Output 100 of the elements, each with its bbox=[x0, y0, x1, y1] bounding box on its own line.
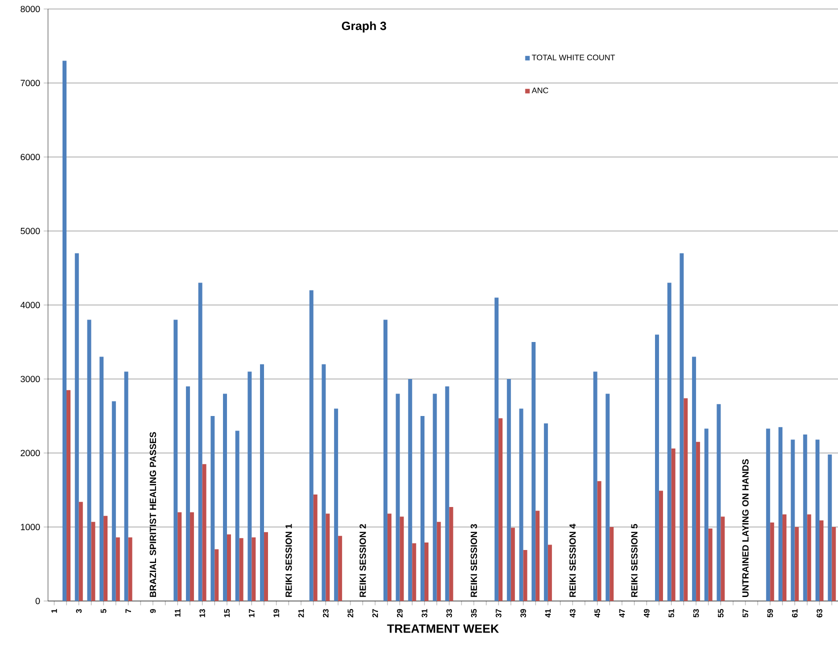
bar bbox=[510, 528, 515, 601]
bar bbox=[66, 390, 71, 601]
x-axis-title: TREATMENT WEEK bbox=[387, 624, 499, 633]
bar bbox=[116, 537, 120, 601]
bar bbox=[334, 408, 338, 601]
bar bbox=[313, 494, 318, 601]
bar bbox=[494, 298, 499, 601]
bar bbox=[696, 442, 700, 601]
bar bbox=[606, 394, 610, 601]
bar bbox=[78, 502, 83, 601]
bar bbox=[420, 416, 424, 601]
y-tick-label: 7000 bbox=[20, 80, 40, 86]
bar bbox=[815, 440, 820, 601]
bar bbox=[708, 528, 712, 601]
bar bbox=[186, 386, 190, 601]
bar bbox=[432, 394, 437, 601]
bar bbox=[803, 434, 808, 601]
bar bbox=[704, 428, 708, 601]
bar bbox=[190, 512, 194, 601]
bar bbox=[198, 282, 202, 601]
y-tick-label: 4000 bbox=[20, 302, 40, 308]
bar bbox=[128, 537, 132, 601]
bar bbox=[239, 538, 244, 601]
bar bbox=[716, 404, 721, 601]
bar bbox=[222, 394, 227, 601]
bar bbox=[828, 454, 832, 601]
bar bbox=[519, 408, 524, 601]
bar bbox=[112, 401, 116, 601]
bar bbox=[309, 290, 314, 601]
bar bbox=[436, 522, 441, 601]
annotation: REIKI SESSION 1 bbox=[286, 524, 292, 597]
y-tick-label: 5000 bbox=[20, 228, 40, 234]
bar bbox=[338, 536, 342, 601]
bar bbox=[794, 527, 799, 601]
bar bbox=[202, 464, 206, 601]
bar bbox=[536, 510, 540, 601]
bar bbox=[412, 543, 416, 601]
bar bbox=[104, 516, 108, 601]
bar bbox=[667, 282, 672, 601]
bar bbox=[445, 386, 450, 601]
bar bbox=[100, 356, 104, 601]
y-tick-label: 1000 bbox=[20, 524, 40, 530]
bar bbox=[91, 522, 96, 601]
bar bbox=[260, 364, 264, 601]
annotation: UNTRAINED LAYING ON HANDS bbox=[742, 459, 749, 597]
bar bbox=[449, 507, 454, 601]
y-tick-label: 0 bbox=[36, 598, 40, 604]
bar bbox=[62, 60, 67, 601]
bar bbox=[610, 527, 614, 601]
bar bbox=[680, 253, 684, 601]
bar bbox=[174, 320, 178, 601]
text: Graph 3 bbox=[342, 21, 386, 32]
annotation: REIKI SESSION 2 bbox=[360, 524, 366, 597]
bar bbox=[770, 522, 774, 601]
bar bbox=[252, 537, 256, 601]
bar bbox=[74, 253, 79, 601]
y-tick-label: 3000 bbox=[20, 376, 40, 382]
bar bbox=[124, 372, 128, 601]
bar bbox=[396, 394, 400, 601]
bar bbox=[235, 430, 240, 601]
bar bbox=[597, 481, 602, 601]
bar bbox=[210, 416, 215, 601]
y-tick-label: 8000 bbox=[20, 6, 40, 12]
bar bbox=[178, 512, 182, 601]
bar bbox=[387, 514, 392, 601]
bar bbox=[548, 544, 552, 601]
bar bbox=[506, 379, 511, 601]
bar bbox=[720, 516, 725, 601]
bar bbox=[671, 448, 676, 601]
bar bbox=[807, 514, 812, 601]
annotation: REIKI SESSION 3 bbox=[470, 524, 478, 597]
bar bbox=[408, 379, 412, 601]
bar bbox=[532, 342, 536, 601]
annotation: REIKI SESSION 4 bbox=[569, 524, 576, 597]
bar bbox=[790, 440, 795, 601]
bar bbox=[778, 427, 782, 601]
bar bbox=[593, 372, 598, 601]
annotation: BRAZIAL SPIRITIST HEALING PASSES bbox=[150, 432, 156, 597]
bar bbox=[498, 418, 503, 601]
bar bbox=[692, 356, 696, 601]
bar bbox=[655, 334, 660, 601]
bar bbox=[383, 320, 388, 601]
bar bbox=[544, 423, 548, 601]
y-tick-label: 2000 bbox=[20, 450, 40, 456]
annotation: REIKI SESSION 5 bbox=[631, 524, 638, 597]
bar bbox=[326, 514, 330, 601]
bar bbox=[819, 520, 824, 601]
bar bbox=[400, 516, 404, 601]
bar bbox=[684, 398, 688, 601]
bar bbox=[264, 532, 268, 601]
bar bbox=[226, 534, 231, 601]
bar bbox=[782, 514, 786, 601]
bar bbox=[832, 527, 836, 601]
y-tick-label: 6000 bbox=[20, 154, 40, 160]
bar bbox=[322, 364, 326, 601]
bar bbox=[214, 549, 219, 601]
bar bbox=[523, 550, 528, 601]
bar bbox=[248, 372, 252, 601]
bar bbox=[766, 428, 770, 601]
bar bbox=[87, 320, 92, 601]
